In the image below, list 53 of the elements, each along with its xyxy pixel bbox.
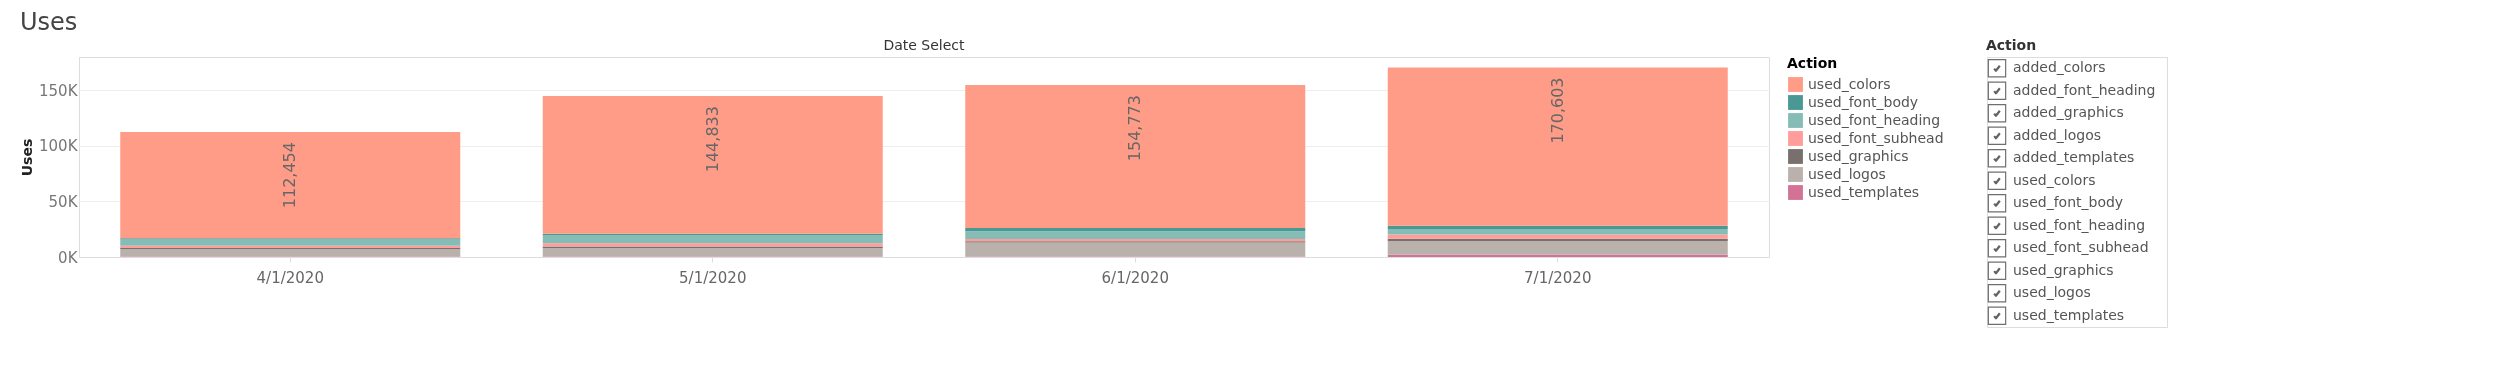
y-tick-label: 50K	[48, 192, 79, 211]
x-tick-label: 5/1/2020	[679, 268, 747, 287]
text: used_graphics	[2013, 261, 2114, 278]
bar	[120, 239, 461, 246]
legend-title: Action	[1787, 55, 1838, 71]
x-tick-label: 4/1/2020	[256, 268, 324, 287]
y-tick-label: 0K	[58, 248, 79, 267]
bar	[1387, 228, 1728, 235]
bar	[1387, 240, 1728, 255]
text: added_colors	[2013, 59, 2106, 76]
text: used_font_subhead	[2013, 239, 2149, 256]
bar	[1387, 238, 1728, 241]
bar	[542, 248, 883, 257]
legend-label: used_font_heading	[1808, 111, 1941, 128]
bar	[1387, 225, 1728, 229]
text: used_templates	[2013, 306, 2125, 323]
total-label: 112,454	[280, 142, 300, 209]
total-label: 144,833	[702, 106, 722, 173]
text: added_font_heading	[2013, 81, 2156, 98]
legend-label: used_logos	[1808, 165, 1886, 182]
text: used_font_body	[2013, 194, 2124, 211]
bar	[1387, 254, 1728, 257]
x-tick-label: 6/1/2020	[1101, 268, 1169, 287]
bar	[120, 132, 461, 239]
legend-label: used_colors	[1808, 75, 1891, 92]
text: used_font_heading	[2013, 216, 2146, 233]
bar	[965, 231, 1306, 239]
text: added_templates	[2013, 149, 2135, 166]
legend-label: used_font_subhead	[1808, 129, 1944, 146]
bar	[965, 85, 1306, 229]
chart-title: Uses	[20, 7, 78, 36]
legend-label: used_graphics	[1808, 147, 1909, 164]
text: added_graphics	[2013, 104, 2124, 121]
bar	[542, 235, 883, 244]
bar	[965, 242, 1306, 257]
text: used_colors	[2013, 171, 2096, 188]
y-tick-label: 150K	[39, 81, 79, 100]
y-axis-title: Uses	[19, 138, 36, 177]
text: added_logos	[2013, 126, 2102, 143]
x-tick-label: 7/1/2020	[1524, 268, 1592, 287]
y-tick-label: 100K	[39, 137, 79, 156]
total-label: 170,603	[1547, 77, 1567, 144]
total-label: 154,773	[1125, 95, 1145, 162]
bar	[1387, 234, 1728, 239]
bar	[542, 96, 883, 234]
legend-label: used_templates	[1808, 183, 1920, 200]
legend-label: used_font_body	[1808, 93, 1919, 110]
text: Action	[1985, 37, 2037, 53]
bar	[120, 249, 461, 257]
chart-subtitle: Date Select	[883, 37, 966, 53]
text: used_logos	[2013, 284, 2091, 301]
bar	[965, 228, 1306, 232]
bar	[1387, 67, 1728, 226]
